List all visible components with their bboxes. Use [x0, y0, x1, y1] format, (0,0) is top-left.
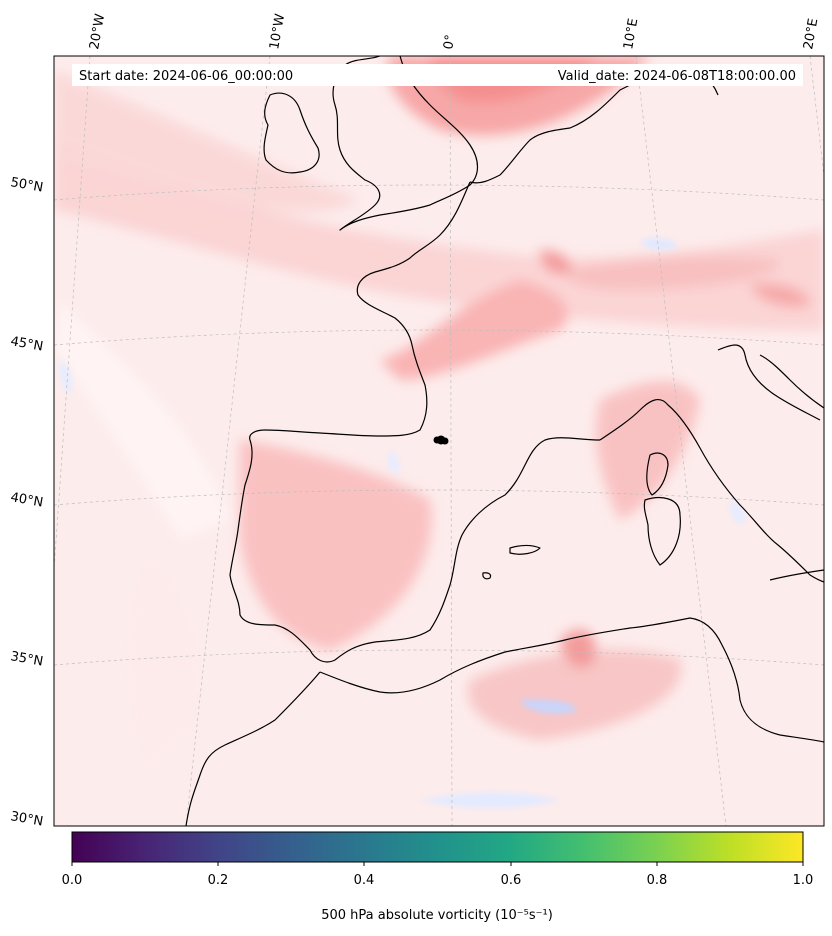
- graticule: [54, 56, 824, 826]
- colorbar-gradient: [71, 831, 804, 863]
- coastlines: [185, 56, 824, 826]
- colorbar-ticks: [71, 862, 804, 866]
- colorbar-tick-5: 1.0: [793, 873, 814, 888]
- lon-label-20w: 20°W: [87, 13, 108, 51]
- valid-date-label: Valid_date: 2024-06-08T18:00:00.00: [558, 69, 796, 84]
- lat-label-50n: 50°N: [9, 175, 44, 195]
- lat-label-30n: 30°N: [9, 809, 44, 829]
- colorbar-tick-1: 0.2: [208, 873, 229, 888]
- colorbar-tick-3: 0.6: [501, 873, 522, 888]
- vorticity-map: [54, 56, 824, 826]
- map-frame: [53, 55, 825, 827]
- colorbar: 0.0 0.2 0.4 0.6 0.8 1.0 500 hPa absolute…: [62, 831, 814, 923]
- lon-label-20e: 20°E: [801, 17, 821, 50]
- lat-label-35n: 35°N: [9, 649, 44, 669]
- lat-label-45n: 45°N: [9, 334, 44, 354]
- colorbar-tick-2: 0.4: [354, 873, 375, 888]
- lon-label-10e: 10°E: [621, 17, 641, 50]
- lon-label-0: 0°: [441, 34, 458, 51]
- location-marker: [433, 435, 449, 445]
- colorbar-label: 500 hPa absolute vorticity (10⁻⁵s⁻¹): [321, 908, 553, 923]
- colorbar-tick-0: 0.0: [62, 873, 83, 888]
- header-box: [72, 64, 803, 86]
- lat-label-40n: 40°N: [9, 490, 44, 510]
- colorbar-tick-4: 0.8: [647, 873, 668, 888]
- lon-label-10w: 10°W: [267, 13, 288, 51]
- start-date-label: Start date: 2024-06-06_00:00:00: [79, 69, 293, 84]
- negative-vorticity: [59, 238, 746, 809]
